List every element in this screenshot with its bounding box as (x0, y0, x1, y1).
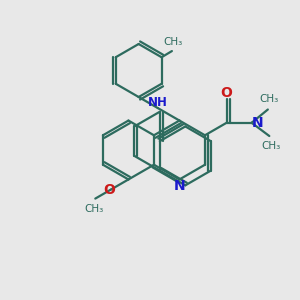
Text: N: N (252, 116, 263, 130)
Text: CH₃: CH₃ (261, 141, 280, 151)
Text: CH₃: CH₃ (260, 94, 279, 104)
Text: O: O (221, 86, 232, 100)
Text: N: N (174, 179, 185, 193)
Text: CH₃: CH₃ (84, 204, 104, 214)
Text: O: O (103, 183, 115, 197)
Text: NH: NH (148, 96, 168, 109)
Text: CH₃: CH₃ (164, 37, 183, 46)
